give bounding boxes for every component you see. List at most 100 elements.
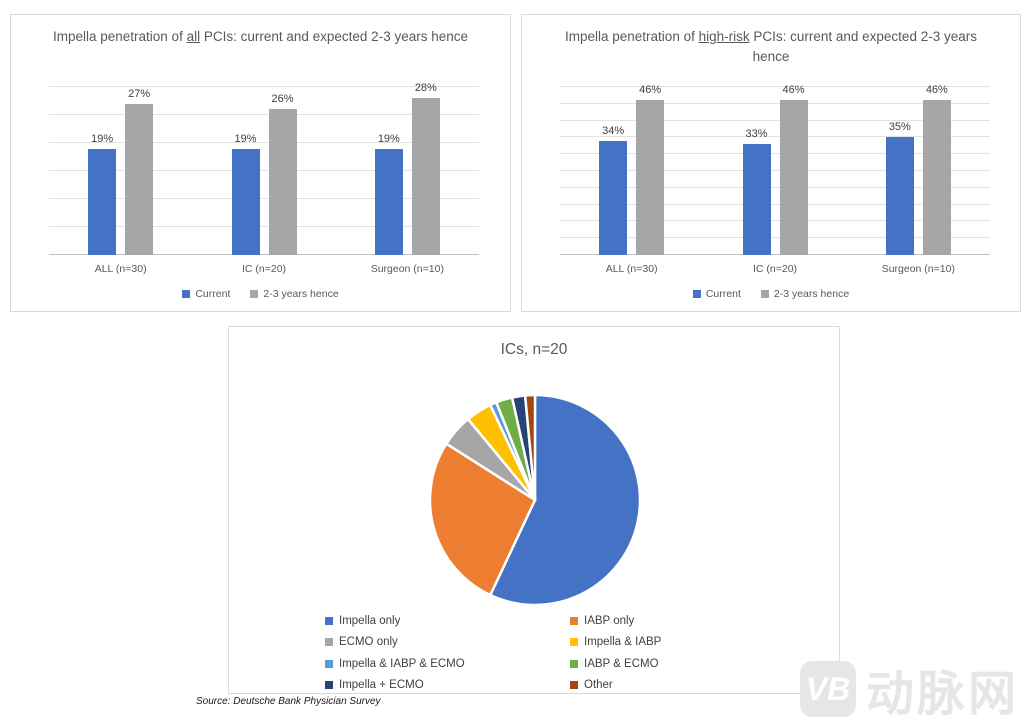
legend-swatch-current bbox=[692, 290, 701, 298]
legend-item-current: Current bbox=[182, 288, 230, 300]
legend-item-2-3-years-hence: 2-3 years hence bbox=[760, 288, 850, 300]
legend-item-impella-ecmo: Impella + ECMO bbox=[325, 679, 570, 691]
plot-area: 34% 46% ALL (n=30) 33% 46% IC (n=20) 35% 46% Sur… bbox=[560, 84, 990, 275]
category-label-surgeon-n-10: Surgeon (n=10) bbox=[370, 263, 444, 275]
legend-swatch-2-3-years-hence bbox=[250, 290, 259, 298]
bar-current-all-n-30 bbox=[599, 140, 628, 255]
gridline bbox=[560, 254, 990, 255]
gridline bbox=[49, 226, 479, 227]
plot-area: 19% 27% ALL (n=30) 19% 26% IC (n=20) 19% 28% Sur… bbox=[49, 82, 479, 275]
bar-current-surgeon-n-10 bbox=[374, 148, 403, 255]
legend-swatch-iabp-ecmo bbox=[570, 659, 578, 668]
gridline bbox=[49, 254, 479, 255]
category-label-all-n-30: ALL (n=30) bbox=[94, 263, 147, 275]
legend-item-current: Current bbox=[692, 288, 741, 300]
chart-title: Impella penetration of high-risk PCIs: c… bbox=[522, 27, 1020, 66]
legend-item-impella-iabp-ecmo: Impella & IABP & ECMO bbox=[325, 658, 570, 670]
value-label-current-all-n-30: 19% bbox=[91, 132, 114, 145]
watermark-text: 动脉网 bbox=[865, 668, 1019, 721]
gridline bbox=[560, 86, 990, 87]
pie-slice-impella-only bbox=[489, 393, 642, 607]
chart-title-text: Impella penetration of bbox=[565, 29, 699, 44]
vb-logo-icon: VB bbox=[799, 661, 856, 717]
value-label-current-ic-n-20: 19% bbox=[234, 132, 257, 145]
value-label-2-3-years-hence-surgeon-n-10: 46% bbox=[925, 84, 948, 97]
legend-label: Current bbox=[195, 288, 231, 300]
legend-swatch-current bbox=[182, 290, 191, 298]
legend-swatch-impella-iabp bbox=[570, 638, 578, 647]
value-label-2-3-years-hence-all-n-30: 27% bbox=[128, 87, 151, 100]
gridline bbox=[560, 119, 990, 121]
legend-label: Impella & IABP bbox=[584, 636, 662, 649]
legend-item-impella-iabp: Impella & IABP bbox=[570, 636, 815, 648]
gridline bbox=[560, 136, 990, 138]
gridline bbox=[560, 102, 990, 104]
chart-title-underlined-word: all bbox=[186, 29, 201, 44]
legend-item-impella-only: Impella only bbox=[325, 615, 570, 627]
value-label-2-3-years-hence-ic-n-20: 26% bbox=[271, 93, 294, 106]
bar-2-3-years-hence-surgeon-n-10 bbox=[922, 100, 951, 255]
bar-current-surgeon-n-10 bbox=[885, 137, 914, 255]
legend-label: ECMO only bbox=[339, 636, 398, 649]
legend-item-ecmo-only: ECMO only bbox=[325, 636, 570, 648]
legend-item-iabp-ecmo: IABP & ECMO bbox=[570, 658, 815, 670]
value-label-current-all-n-30: 34% bbox=[602, 124, 625, 137]
gridline bbox=[49, 86, 479, 87]
legend-swatch-ecmo-only bbox=[325, 638, 333, 647]
pie-chart-ics: ICs, n=20 Impella only IABP only ECMO only I… bbox=[228, 326, 840, 694]
legend-swatch-impella-iabp-ecmo bbox=[325, 659, 333, 668]
chart-title-text: PCIs: current and expected 2-3 years hen… bbox=[200, 29, 468, 44]
legend-item-other: Other bbox=[570, 679, 815, 691]
value-label-current-surgeon-n-10: 19% bbox=[377, 132, 400, 145]
category-label-surgeon-n-10: Surgeon (n=10) bbox=[881, 263, 955, 275]
gridline bbox=[560, 237, 990, 239]
bar-2-3-years-hence-ic-n-20 bbox=[268, 109, 297, 255]
bar-current-ic-n-20 bbox=[742, 144, 771, 255]
legend-swatch-iabp-only bbox=[570, 616, 578, 625]
legend-item-2-3-years-hence: 2-3 years hence bbox=[250, 288, 339, 300]
pie-chart-title: ICs, n=20 bbox=[500, 341, 568, 358]
legend-label: Impella & IABP & ECMO bbox=[339, 657, 465, 670]
value-label-2-3-years-hence-surgeon-n-10: 28% bbox=[414, 82, 437, 95]
pie-slice-other bbox=[523, 393, 537, 502]
legend-label: Current bbox=[705, 288, 741, 300]
chart-legend: Current 2-3 years hence bbox=[522, 288, 1020, 300]
bar-2-3-years-hence-surgeon-n-10 bbox=[411, 98, 440, 255]
chart-title: Impella penetration of all PCIs: current… bbox=[11, 27, 510, 47]
gridline bbox=[49, 142, 479, 143]
pie-slice-iabp-only bbox=[428, 442, 537, 597]
bar-2-3-years-hence-all-n-30 bbox=[636, 100, 665, 255]
gridline bbox=[560, 186, 990, 188]
gridline bbox=[49, 114, 479, 115]
legend-swatch-impella-ecmo bbox=[325, 681, 333, 690]
chart-title-text: PCIs: current and expected 2-3 years hen… bbox=[749, 29, 977, 64]
legend-swatch-impella-only bbox=[325, 616, 333, 625]
bar-current-all-n-30 bbox=[88, 148, 117, 255]
chart-title-text: Impella penetration of bbox=[52, 29, 187, 44]
legend-label: IABP only bbox=[584, 614, 635, 627]
value-label-current-ic-n-20: 33% bbox=[745, 128, 768, 141]
source-note: Source: Deutsche Bank Physician Survey bbox=[196, 696, 381, 707]
legend-label: Impella + ECMO bbox=[339, 679, 424, 692]
category-label-ic-n-20: IC (n=20) bbox=[752, 263, 798, 275]
category-label-all-n-30: ALL (n=30) bbox=[605, 263, 658, 275]
pie-legend: Impella only IABP only ECMO only Impella & … bbox=[325, 610, 815, 696]
gridline bbox=[49, 170, 479, 171]
chart-legend: Current 2-3 years hence bbox=[11, 288, 510, 300]
gridline bbox=[49, 198, 479, 199]
legend-item-iabp-only: IABP only bbox=[570, 615, 815, 627]
watermark-logo: VB 动脉网 bbox=[799, 654, 1019, 722]
gridline bbox=[560, 153, 990, 155]
bar-2-3-years-hence-all-n-30 bbox=[125, 103, 154, 255]
gridline bbox=[560, 220, 990, 222]
bar-chart-high-risk-pcis: Impella penetration of high-risk PCIs: c… bbox=[521, 14, 1021, 312]
pie-graphic bbox=[428, 393, 642, 607]
legend-label: 2-3 years hence bbox=[773, 288, 850, 300]
legend-label: Other bbox=[584, 679, 613, 692]
bar-current-ic-n-20 bbox=[231, 148, 260, 255]
legend-label: 2-3 years hence bbox=[263, 288, 339, 300]
legend-label: Impella only bbox=[339, 614, 401, 627]
legend-label: IABP & ECMO bbox=[584, 657, 659, 670]
category-label-ic-n-20: IC (n=20) bbox=[241, 263, 287, 275]
